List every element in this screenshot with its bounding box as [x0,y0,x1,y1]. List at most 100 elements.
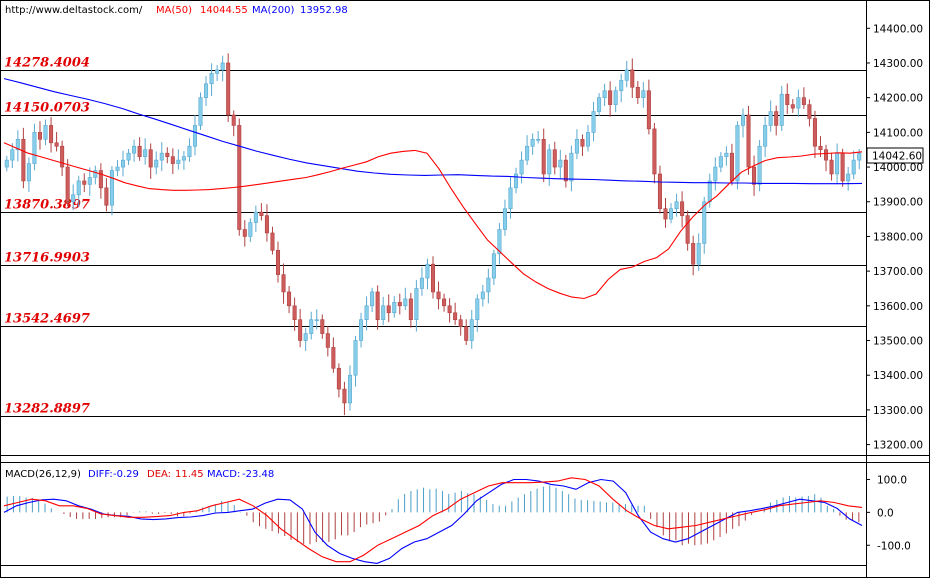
price-tick-label: 14100.00 [873,127,923,139]
candle-down [60,145,65,168]
macd-dea-value: 11.45 [175,469,204,480]
macd-diff-label: DIFF: [88,469,113,480]
candle-down [137,145,142,157]
macd-diff-value: -0.29 [113,469,139,480]
candle-down [386,305,391,314]
candle-up [718,156,723,168]
candle-up [536,139,541,141]
candle-down [752,166,757,185]
price-tick-label: 13600.00 [873,301,923,313]
candle-down [54,142,59,147]
candle-down [82,180,87,185]
candle-up [359,319,364,341]
candle-down [646,90,651,130]
candle-down [37,132,42,140]
candle-up [796,97,801,109]
candle-down [453,312,458,320]
price-tick-label: 13200.00 [873,440,923,452]
price-tick-label: 13900.00 [873,197,923,209]
candle-up [469,319,474,341]
candle-down [746,114,751,168]
source-url: http://www.deltastock.com/ [5,5,143,16]
candle-up [530,139,535,147]
candle-down [812,118,817,147]
ma50-value: 14044.55 [200,5,248,16]
candle-up [425,263,430,279]
price-tick-label: 14400.00 [873,23,923,35]
candle-down [635,86,640,98]
candle-up [558,159,563,168]
candle-down [608,90,613,105]
candle-down [165,152,170,157]
candle-up [204,83,209,98]
candle-up [696,243,701,265]
macd-title: MACD(26,12,9) [5,469,81,480]
candle-down [242,229,247,237]
candle-up [740,114,746,126]
candle-down [320,319,325,334]
candle-down [226,62,231,116]
candle-down [287,291,292,307]
macd-tick-label: 100.0 [877,474,907,486]
candle-down [801,97,806,105]
candle-up [779,93,784,126]
candle-up [502,208,507,230]
candle-up [547,149,552,175]
candle-up [619,80,624,92]
macd-dea-line [3,477,863,563]
candle-down [408,298,413,320]
candle-up [143,149,148,157]
candle-down [552,149,557,168]
price-tick-label: 14300.00 [873,58,923,70]
candle-down [464,326,469,341]
candle-down [807,104,812,119]
candle-down [563,159,568,182]
macd-histogram [6,485,860,546]
candle-down [680,201,685,216]
candle-up [87,177,92,185]
candle-down [336,367,341,390]
candle-down [104,187,109,206]
candle-down [436,291,441,300]
candle-up [724,152,729,157]
macd-value-label: MACD: [207,469,240,480]
candle-up [763,125,768,147]
macd-tick-label: 0.0 [877,507,894,519]
candle-up [93,170,98,178]
candle-up [613,90,618,105]
candle-down [148,149,153,168]
candle-down [397,302,402,307]
candle-up [120,159,126,168]
price-tick-label: 13500.00 [873,336,923,348]
candle-up [364,305,369,321]
candle-down [98,170,103,189]
candle-up [497,229,502,255]
level-label: 14150.0703 [4,101,90,116]
candle-down [447,305,452,314]
candle-up [126,152,131,161]
ma200-label: MA(200) [252,5,294,16]
candle-down [818,145,823,151]
candle-down [829,159,834,175]
candle-up [15,139,20,151]
level-label: 13870.3897 [4,198,90,213]
candle-down [281,274,286,293]
candle-up [253,211,258,223]
candle-up [353,340,358,376]
price-tick-label: 13800.00 [873,231,923,243]
candle-up [508,187,513,209]
candle-down [729,152,734,182]
candle-up [43,125,48,140]
price-tick-label: 13700.00 [873,266,923,278]
candle-up [392,302,397,314]
macd-axis: 100.0 0.0 -100.0 [866,474,911,552]
candle-up [480,291,485,300]
macd-value: -23.48 [242,469,274,480]
candle-down [170,156,175,164]
candle-up [154,159,159,168]
candle-up [597,97,602,112]
candle-down [49,125,54,144]
candle-up [187,145,192,157]
